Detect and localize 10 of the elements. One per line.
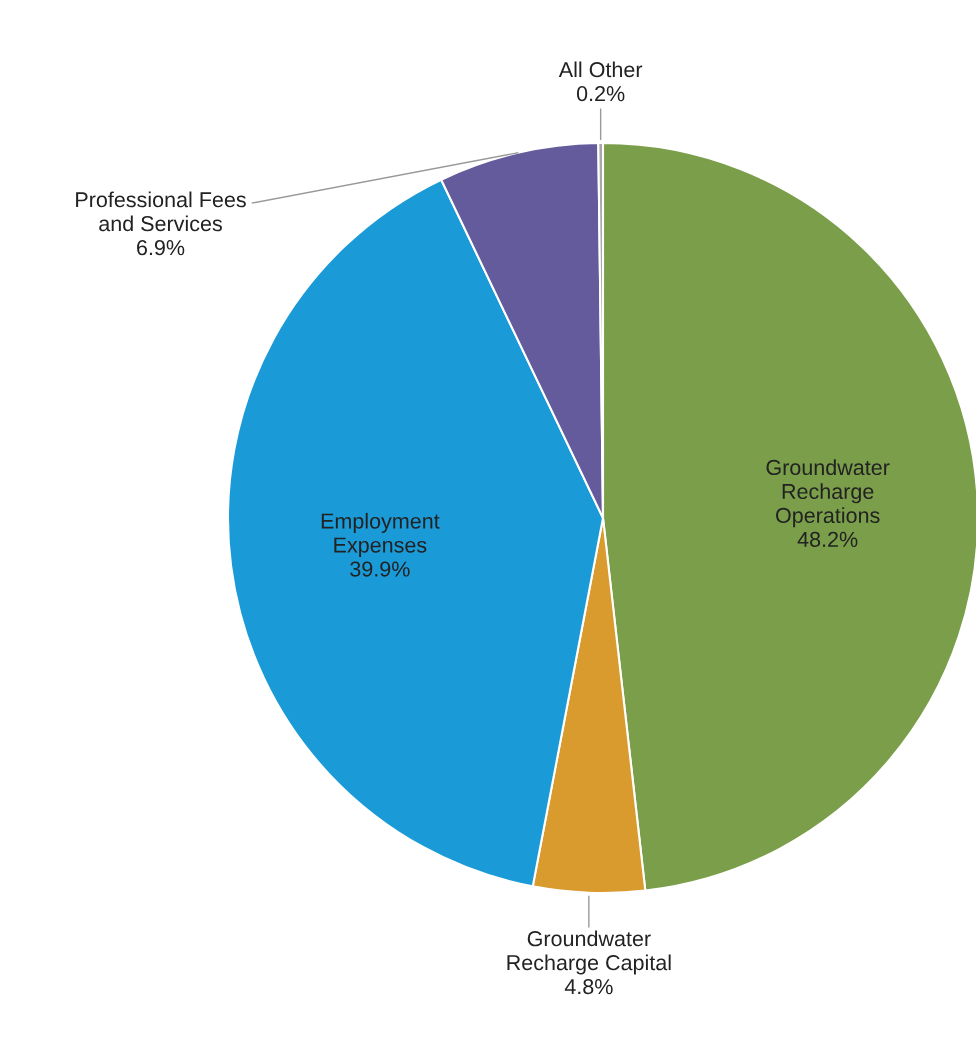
data-label: 48.2% [797,531,858,548]
data-label: 0.2% [576,86,625,102]
data-label: 6.9% [137,240,185,256]
slice-label: Employment Expenses [321,512,440,557]
slice-label: Groundwater Recharge Operations [766,459,890,528]
slice-label: All Other [558,61,643,78]
data-label: 39.9% [350,561,410,577]
slice-label: Professional Fees and Services [76,191,246,232]
slice-label: Groundwater Recharge Capital [507,930,671,975]
data-label: 4.8% [564,979,613,995]
